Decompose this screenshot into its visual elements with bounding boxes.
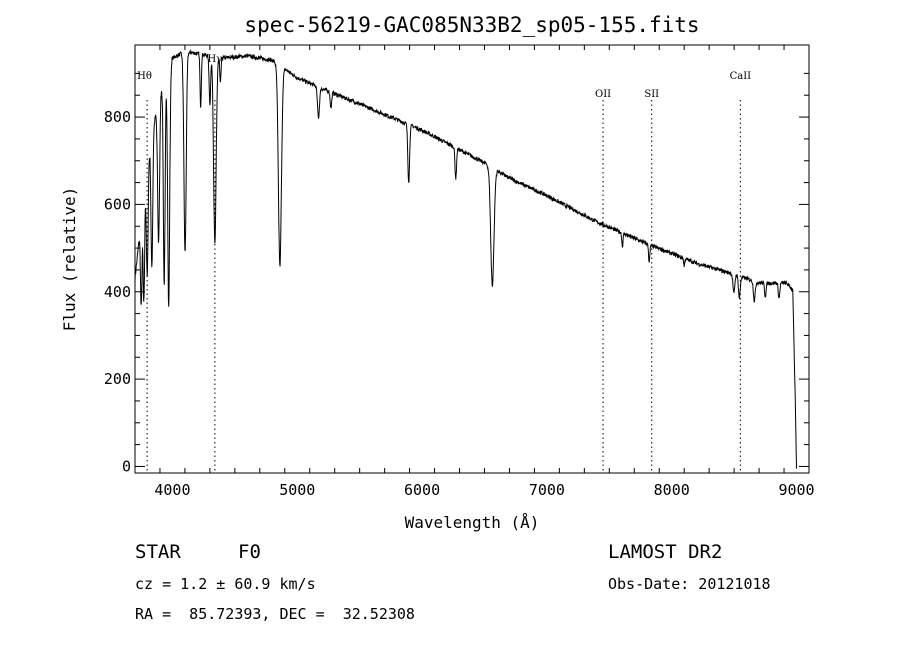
- line-id-label: SII: [644, 89, 659, 100]
- y-tick-label: 800: [104, 108, 131, 126]
- x-tick-label: 6000: [404, 481, 440, 499]
- object-class: STAR: [135, 541, 181, 563]
- chart-title: spec-56219-GAC085N33B2_sp05-155.fits: [244, 13, 699, 37]
- line-id-label: CaII: [730, 71, 752, 82]
- x-tick-label: 9000: [778, 481, 814, 499]
- x-tick-label: 7000: [529, 481, 565, 499]
- x-tick-label: 4000: [154, 481, 190, 499]
- y-axis-label: Flux (relative): [60, 187, 79, 332]
- coordinates-text: RA = 85.72393, DEC = 32.52308: [135, 605, 415, 623]
- redshift-text: cz = 1.2 ± 60.9 km/s: [135, 575, 316, 593]
- spectrum-line: [134, 48, 797, 469]
- axis-ticks: 4000 5000 6000 7000 8000 9000 0 200 400 600 800: [104, 45, 815, 499]
- object-subclass: F0: [238, 541, 261, 563]
- line-id-label: OII: [595, 89, 611, 100]
- y-tick-label: 200: [104, 370, 131, 388]
- line-identifications: Hθ Hγ OII SII CaII: [137, 54, 751, 473]
- x-tick-label: 8000: [654, 481, 690, 499]
- obs-date-text: Obs-Date: 20121018: [608, 575, 771, 593]
- x-tick-label: 5000: [279, 481, 315, 499]
- plot-frame: [134, 44, 810, 474]
- survey-name: LAMOST DR2: [608, 541, 722, 563]
- y-tick-label: 0: [122, 457, 131, 475]
- y-tick-label: 400: [104, 283, 131, 301]
- line-id-label: Hγ: [208, 54, 223, 65]
- x-axis-label: Wavelength (Å): [405, 513, 540, 532]
- y-tick-label: 600: [104, 195, 131, 213]
- line-id-label: Hθ: [137, 71, 152, 82]
